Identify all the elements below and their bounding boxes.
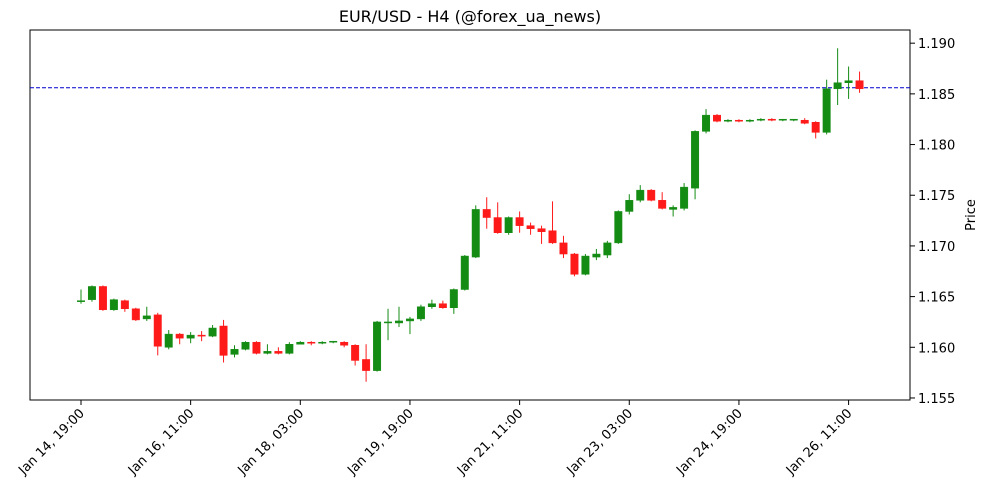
- candle-body: [197, 334, 206, 337]
- candle-body: [504, 217, 513, 233]
- candle-body: [723, 119, 732, 122]
- candle-body: [789, 118, 798, 121]
- y-tick-label: 1.155: [918, 392, 955, 407]
- candle-body: [548, 230, 557, 244]
- candle-body: [592, 253, 601, 258]
- candle-body: [559, 242, 568, 255]
- candle-body: [614, 211, 623, 244]
- candle-body: [175, 333, 184, 339]
- candle-body: [285, 343, 294, 354]
- y-tick-label: 1.170: [918, 240, 955, 255]
- candle-body: [230, 349, 239, 355]
- candle-body: [186, 334, 195, 339]
- candle-body: [208, 327, 217, 337]
- x-tick-label: Jan 23, 03:00: [564, 406, 636, 478]
- x-tick-label: Jan 18, 03:00: [235, 406, 307, 478]
- candle-body: [252, 341, 261, 354]
- plot-frame: [29, 29, 911, 401]
- candle-body: [329, 340, 338, 343]
- candle-body: [647, 189, 656, 201]
- candle-body: [449, 289, 458, 309]
- candle-body: [669, 207, 678, 210]
- candle-body: [318, 341, 327, 344]
- candle-body: [460, 255, 469, 290]
- candle-body: [778, 118, 787, 121]
- candle-body: [702, 114, 711, 132]
- candle-body: [77, 300, 85, 302]
- y-axis-label: Price: [964, 199, 979, 231]
- candle-body: [142, 315, 151, 320]
- candle-body: [658, 200, 667, 209]
- candle-body: [603, 242, 612, 256]
- x-tick-label: Jan 19, 19:00: [344, 406, 416, 478]
- candle-body: [362, 359, 371, 371]
- candle-body: [756, 118, 765, 121]
- candle-body: [515, 217, 524, 226]
- candle-body: [340, 341, 349, 346]
- candle-body: [811, 121, 820, 133]
- candle-body: [691, 131, 700, 189]
- candle-body: [680, 186, 689, 209]
- y-tick-label: 1.160: [918, 341, 955, 356]
- x-tick-label: Jan 21, 11:00: [454, 406, 526, 478]
- candle-body: [274, 351, 283, 354]
- candle-body: [734, 119, 743, 122]
- candle-body: [713, 114, 721, 122]
- candle-body: [120, 300, 129, 310]
- candle-body: [164, 333, 173, 348]
- y-tick-label: 1.185: [918, 88, 955, 103]
- candle-body: [822, 88, 831, 133]
- candle-body: [471, 209, 480, 258]
- candle-body: [109, 299, 118, 311]
- y-tick-label: 1.175: [918, 189, 955, 204]
- candle-body: [482, 209, 491, 218]
- candle-body: [87, 286, 96, 300]
- candle-body: [416, 306, 425, 320]
- candle-body: [800, 119, 809, 124]
- candle-body: [855, 80, 864, 90]
- y-tick-label: 1.190: [918, 37, 955, 52]
- candle-body: [241, 341, 250, 350]
- x-tick-label: Jan 24, 19:00: [673, 406, 745, 478]
- x-tick-label: Jan 16, 11:00: [125, 406, 197, 478]
- y-tick-label: 1.165: [918, 291, 955, 306]
- candle-body: [263, 351, 272, 354]
- candle-body: [636, 189, 645, 201]
- candle-body: [219, 325, 228, 356]
- candle-body: [131, 308, 140, 321]
- candle-body: [153, 314, 162, 347]
- candle-body: [526, 225, 535, 229]
- x-tick-label: Jan 14, 19:00: [15, 406, 87, 478]
- candle-body: [373, 321, 382, 371]
- chart-title: EUR/USD - H4 (@forex_ua_news): [339, 7, 601, 27]
- candle-body: [537, 228, 546, 232]
- candle-body: [570, 253, 579, 275]
- x-tick-label: Jan 26, 11:00: [783, 406, 855, 478]
- candle-body: [844, 80, 853, 83]
- candle-body: [581, 255, 590, 275]
- candle-body: [98, 286, 107, 311]
- candle-body: [384, 321, 393, 324]
- candle-body: [427, 303, 436, 307]
- candle-body: [745, 119, 754, 122]
- candle-body: [395, 320, 403, 324]
- y-tick-label: 1.180: [918, 139, 955, 154]
- candle-body: [351, 345, 360, 361]
- candle-body: [296, 341, 305, 345]
- candle-body: [493, 217, 502, 233]
- candle-body: [833, 82, 842, 90]
- candle-body: [307, 341, 316, 344]
- candle-body: [405, 318, 414, 322]
- candle-body: [438, 303, 447, 309]
- candle-body: [767, 118, 776, 121]
- candle-body: [625, 200, 634, 212]
